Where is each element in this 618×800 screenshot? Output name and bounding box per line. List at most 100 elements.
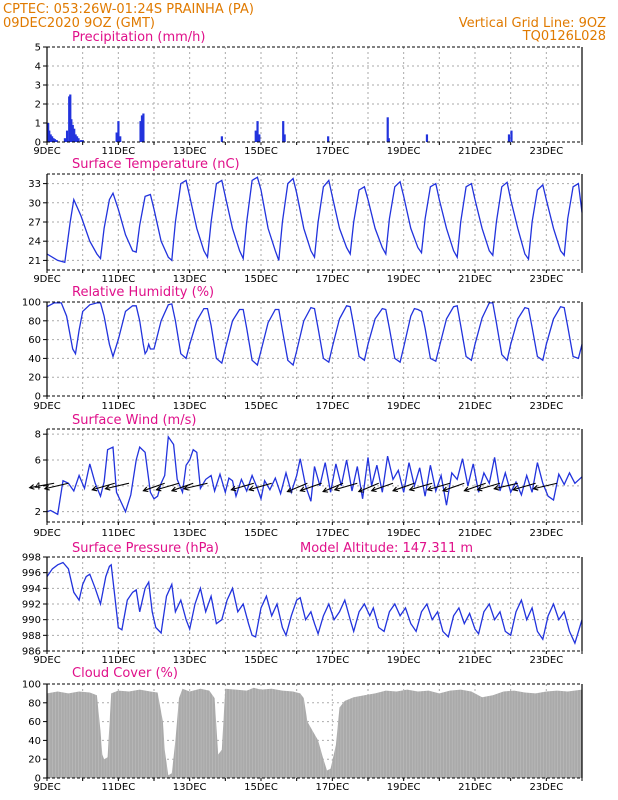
cloud-xtick-label: 15DEC — [244, 782, 278, 793]
precipitation-bar — [73, 128, 76, 142]
rh-series-line — [46, 302, 583, 367]
precip-ytick-label: 2 — [35, 100, 41, 111]
wind-arrowhead — [391, 486, 399, 493]
cloud-cover-title: Cloud Cover (%) — [72, 666, 178, 681]
wind-xtick-label: 9DEC — [33, 528, 60, 539]
precipitation-bar — [50, 136, 54, 142]
wind-arrow — [494, 482, 518, 490]
wind-arrow — [477, 482, 501, 491]
temp-xtick-label: 15DEC — [244, 274, 278, 285]
pressure-panel: Surface Pressure (hPa) Model Altitude: 1… — [22, 541, 583, 666]
wind-arrowhead — [463, 486, 470, 493]
wind-arrowhead — [104, 485, 111, 491]
rh-ytick-label: 40 — [28, 354, 41, 365]
rh-ytick-label: 0 — [35, 392, 41, 403]
rh-xtick-label: 23DEC — [529, 401, 563, 412]
press-series-line — [46, 561, 583, 646]
precipitation-bar — [117, 121, 120, 142]
precip-xtick-label: 21DEC — [458, 146, 492, 157]
press-ytick-label: 994 — [22, 584, 41, 595]
wind-xtick-label: 13DEC — [173, 528, 207, 539]
press-xtick-label: 9DEC — [33, 655, 60, 666]
precipitation-bar — [510, 130, 513, 142]
wind-arrow — [156, 482, 180, 491]
precipitation-title: Precipitation (mm/h) — [72, 30, 205, 45]
wind-arrow — [300, 482, 322, 492]
header-model: TQ0126L028 — [522, 29, 606, 44]
wind-arrow — [171, 482, 194, 492]
wind-arrowhead — [493, 485, 500, 491]
wind-arrowhead — [333, 485, 340, 492]
wind-arrowhead — [476, 485, 483, 492]
precipitation-bar — [142, 113, 145, 142]
press-xtick-label: 17DEC — [315, 655, 349, 666]
wind-xtick-label: 15DEC — [244, 528, 278, 539]
rh-xtick-label: 9DEC — [33, 401, 60, 412]
precipitation-bar — [283, 134, 286, 142]
wind-arrow — [392, 482, 415, 492]
precipitation-bar — [220, 136, 223, 142]
humidity-panel: Relative Humidity (%) 0 20 40 60 80 100 9DEC 11… — [22, 285, 583, 412]
header-station: CPTEC: 053:26W-01:24S PRAINHA (PA) — [3, 2, 254, 17]
rh-xtick-label: 13DEC — [173, 401, 207, 412]
precipitation-bar — [55, 140, 58, 142]
precip-xtick-label: 23DEC — [529, 146, 563, 157]
temp-ytick-label: 21 — [28, 256, 41, 267]
header-grid-line: Vertical Grid Line: 9OZ — [459, 16, 606, 31]
wind-arrowhead — [532, 485, 539, 491]
rh-xtick-label: 11DEC — [101, 401, 135, 412]
wind-arrowhead — [230, 485, 237, 492]
temp-xtick-label: 21DEC — [458, 274, 492, 285]
precipitation-bar — [74, 134, 77, 142]
temp-ytick-label: 30 — [28, 198, 41, 209]
precipitation-bar — [507, 134, 511, 142]
precipitation-bar — [65, 130, 69, 142]
precipitation-bar — [81, 140, 84, 142]
header-run-date: 09DEC2020 9OZ (GMT) — [3, 16, 155, 31]
cloud-cover-panel: Cloud Cover (%) 0 20 40 60 80 100 9DEC 11DEC 13D… — [22, 666, 583, 793]
wind-xtick-label: 17DEC — [315, 528, 349, 539]
wind-arrowhead — [426, 485, 433, 492]
press-xtick-label: 21DEC — [458, 655, 492, 666]
wind-arrowhead — [286, 487, 293, 493]
wind-arrowhead — [299, 486, 306, 493]
press-ytick-label: 990 — [22, 615, 41, 626]
cloud-ytick-label: 20 — [28, 755, 41, 766]
cloud-xtick-label: 9DEC — [33, 782, 60, 793]
temp-ytick-label: 24 — [28, 237, 41, 248]
wind-arrowhead — [370, 486, 377, 493]
cloud-ytick-label: 60 — [28, 717, 41, 728]
wind-arrow — [249, 482, 272, 491]
wind-xtick-label: 19DEC — [387, 528, 421, 539]
precip-ytick-label: 0 — [35, 138, 41, 149]
wind-title: Surface Wind (m/s) — [72, 413, 196, 428]
wind-ytick-label: 2 — [35, 507, 41, 518]
wind-arrow — [409, 482, 433, 491]
wind-arrow — [183, 482, 208, 490]
cloud-xtick-label: 13DEC — [173, 782, 207, 793]
cloud-ytick-label: 80 — [28, 698, 41, 709]
wind-arrowhead — [170, 486, 177, 493]
precipitation-bar — [52, 138, 55, 142]
temperature-panel: Surface Temperature (nC) 21 24 27 30 33 9DEC 1… — [28, 157, 583, 285]
wind-arrowhead — [512, 485, 519, 492]
temp-xtick-label: 17DEC — [315, 274, 349, 285]
cloud-xtick-label: 21DEC — [458, 782, 492, 793]
wind-arrowhead — [441, 486, 449, 493]
cloud-xtick-label: 17DEC — [315, 782, 349, 793]
precipitation-bar — [71, 124, 74, 142]
wind-arrowhead — [408, 485, 415, 492]
temp-xtick-label: 9DEC — [33, 274, 60, 285]
wind-arrow — [427, 482, 451, 491]
wind-ytick-label: 8 — [35, 430, 41, 441]
precip-xtick-label: 15DEC — [244, 146, 278, 157]
wind-arrow — [29, 482, 55, 489]
temp-xtick-label: 19DEC — [387, 274, 421, 285]
cloud-ytick-label: 100 — [22, 680, 41, 691]
wind-arrow — [143, 482, 165, 492]
rh-xtick-label: 17DEC — [315, 401, 349, 412]
wind-arrow — [512, 482, 536, 491]
press-xtick-label: 23DEC — [529, 655, 563, 666]
precip-xtick-label: 11DEC — [101, 146, 135, 157]
